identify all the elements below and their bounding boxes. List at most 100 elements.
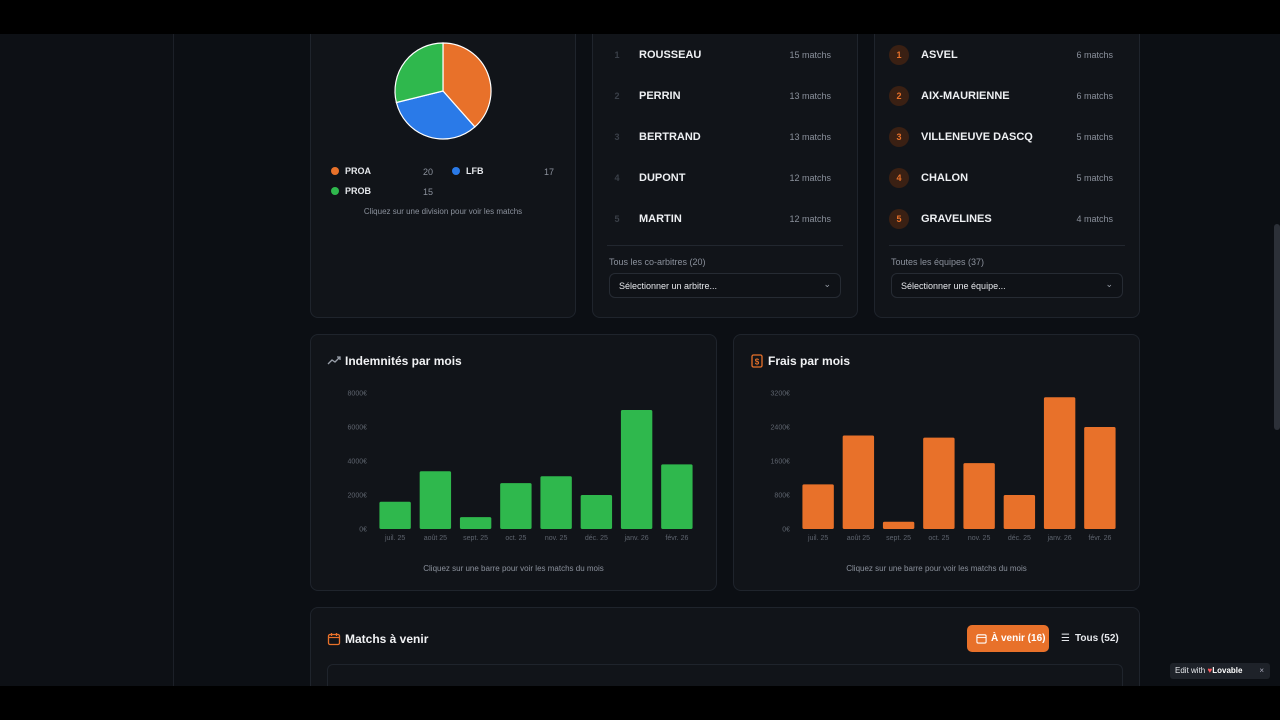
- equipe-name: AIX-MAURIENNE: [921, 90, 1010, 102]
- legend-lfb[interactable]: LFB: [452, 166, 484, 176]
- y-tick-label: 2000€: [348, 493, 368, 500]
- rank-badge: 4: [889, 168, 909, 188]
- bar[interactable]: [1003, 495, 1036, 529]
- all-filter-button[interactable]: ☰ Tous (52): [1059, 625, 1121, 652]
- bar[interactable]: [500, 483, 532, 529]
- rank-number: 5: [614, 214, 620, 224]
- x-tick-label: oct. 25: [505, 535, 526, 542]
- legend-prob[interactable]: PROB: [331, 186, 371, 196]
- equipe-row[interactable]: 2 AIX-MAURIENNE 6 matchs: [889, 80, 1125, 110]
- y-tick-label: 8000€: [348, 391, 368, 398]
- bar[interactable]: [842, 435, 875, 530]
- legend-proa[interactable]: PROA: [331, 166, 371, 176]
- indemnites-bar-chart[interactable]: 0€ 2000€ 4000€ 6000€ 8000€ juil. 25 août 25 sep…: [331, 383, 701, 555]
- rank-number: 1: [614, 50, 620, 60]
- rank-number: 3: [614, 132, 620, 142]
- bar[interactable]: [802, 484, 834, 529]
- coarbitre-row[interactable]: 2 PERRIN 13 matchs: [607, 80, 843, 110]
- equipe-name: ASVEL: [921, 49, 958, 61]
- match-count: 6 matchs: [1076, 50, 1113, 60]
- equipe-row[interactable]: 5 GRAVELINES 4 matchs: [889, 203, 1125, 233]
- x-tick-label: juil. 25: [807, 535, 828, 542]
- x-tick-label: sept. 25: [886, 535, 911, 542]
- bar[interactable]: [1043, 397, 1076, 529]
- bar[interactable]: [963, 463, 995, 529]
- match-count: 13 matchs: [789, 91, 831, 101]
- equipes-card: 1 ASVEL 6 matchs 2 AIX-MAURIENNE 6 match…: [874, 34, 1140, 318]
- x-tick-label: août 25: [847, 535, 870, 542]
- frais-bar-chart[interactable]: 0€ 800€ 1600€ 2400€ 3200€ juil. 25 août 25 sept…: [754, 383, 1124, 555]
- pie-slice-proa[interactable]: [442, 42, 492, 128]
- match-count: 4 matchs: [1076, 214, 1113, 224]
- coarbitre-row[interactable]: 4 DUPONT 12 matchs: [607, 162, 843, 192]
- division-hint: Cliquez sur une division pour voir les m…: [363, 207, 523, 216]
- x-tick-label: juil. 25: [384, 535, 405, 542]
- divider: [607, 245, 843, 246]
- equipe-row[interactable]: 4 CHALON 5 matchs: [889, 162, 1125, 192]
- coarbitre-select-value: Sélectionner un arbitre...: [619, 281, 718, 291]
- chevron-down-icon: ⌄: [823, 279, 831, 289]
- equipe-select[interactable]: Sélectionner une équipe... ⌄: [891, 273, 1123, 298]
- coarbitres-card: 1 ROUSSEAU 15 matchs 2 PERRIN 13 matchs …: [592, 34, 858, 318]
- y-tick-label: 0€: [782, 527, 790, 534]
- coarbitre-name: PERRIN: [639, 90, 681, 102]
- x-tick-label: déc. 25: [585, 535, 608, 542]
- legend-label: PROA: [345, 166, 372, 176]
- bar[interactable]: [419, 471, 452, 529]
- x-tick-label: nov. 25: [968, 535, 991, 542]
- coarbitre-row[interactable]: 1 ROUSSEAU 15 matchs: [607, 39, 843, 69]
- proa-dot: [331, 167, 339, 175]
- equipe-row[interactable]: 3 VILLENEUVE DASCQ 5 matchs: [889, 121, 1125, 151]
- legend-label: LFB: [466, 166, 484, 176]
- coarbitre-row[interactable]: 3 BERTRAND 13 matchs: [607, 121, 843, 151]
- close-icon[interactable]: ×: [1259, 666, 1264, 675]
- calendar-icon: [327, 633, 341, 646]
- frais-card: $ Frais par mois 0€ 800€ 1600€ 2400€ 3200€ ju…: [733, 334, 1140, 591]
- pie-slice-prob[interactable]: [394, 42, 444, 104]
- x-tick-label: janv. 26: [1047, 535, 1072, 542]
- bar[interactable]: [580, 495, 613, 529]
- coarbitre-name: DUPONT: [639, 172, 686, 184]
- coarbitres-select-label: Tous les co-arbitres (20): [609, 257, 706, 267]
- x-tick-label: oct. 25: [928, 535, 949, 542]
- x-tick-label: sept. 25: [463, 535, 488, 542]
- frais-title: Frais par mois: [768, 354, 851, 368]
- y-tick-label: 0€: [359, 527, 367, 534]
- y-tick-label: 4000€: [348, 459, 368, 466]
- coarbitre-name: MARTIN: [639, 213, 682, 225]
- divider: [889, 245, 1125, 246]
- match-list-container: [327, 664, 1123, 686]
- svg-text:$: $: [755, 358, 760, 367]
- bar[interactable]: [540, 476, 572, 529]
- upcoming-filter-button[interactable]: À venir (16): [967, 625, 1049, 652]
- division-pie-chart[interactable]: [391, 39, 495, 143]
- all-filter-label: Tous (52): [1075, 633, 1119, 644]
- bar[interactable]: [459, 517, 492, 529]
- rank-number: 4: [614, 173, 620, 183]
- y-tick-label: 1600€: [771, 459, 791, 466]
- chevron-down-icon: ⌄: [1105, 279, 1113, 289]
- match-count: 12 matchs: [789, 173, 831, 183]
- equipe-row[interactable]: 1 ASVEL 6 matchs: [889, 39, 1125, 69]
- pie-slice-lfb[interactable]: [395, 90, 476, 140]
- indemnites-title: Indemnités par mois: [345, 354, 462, 368]
- x-tick-label: févr. 26: [665, 535, 688, 542]
- bar[interactable]: [882, 521, 915, 529]
- equipe-name: GRAVELINES: [921, 213, 992, 225]
- x-tick-label: déc. 25: [1008, 535, 1031, 542]
- coarbitre-select[interactable]: Sélectionner un arbitre... ⌄: [609, 273, 841, 298]
- edit-with-lovable-badge[interactable]: Edit with ♥Lovable ×: [1170, 663, 1270, 679]
- y-tick-label: 6000€: [348, 425, 368, 432]
- page-scrollbar[interactable]: [1274, 224, 1280, 430]
- bar[interactable]: [923, 437, 955, 529]
- y-tick-label: 2400€: [771, 425, 791, 432]
- bar[interactable]: [1084, 427, 1116, 529]
- bar[interactable]: [379, 501, 411, 529]
- bar[interactable]: [661, 464, 693, 529]
- matchs-title: Matchs à venir: [345, 632, 429, 646]
- bar[interactable]: [620, 410, 653, 529]
- coarbitre-row[interactable]: 5 MARTIN 12 matchs: [607, 203, 843, 233]
- legend-label: PROB: [345, 186, 372, 196]
- coarbitre-name: BERTRAND: [639, 131, 701, 143]
- equipe-name: CHALON: [921, 172, 969, 184]
